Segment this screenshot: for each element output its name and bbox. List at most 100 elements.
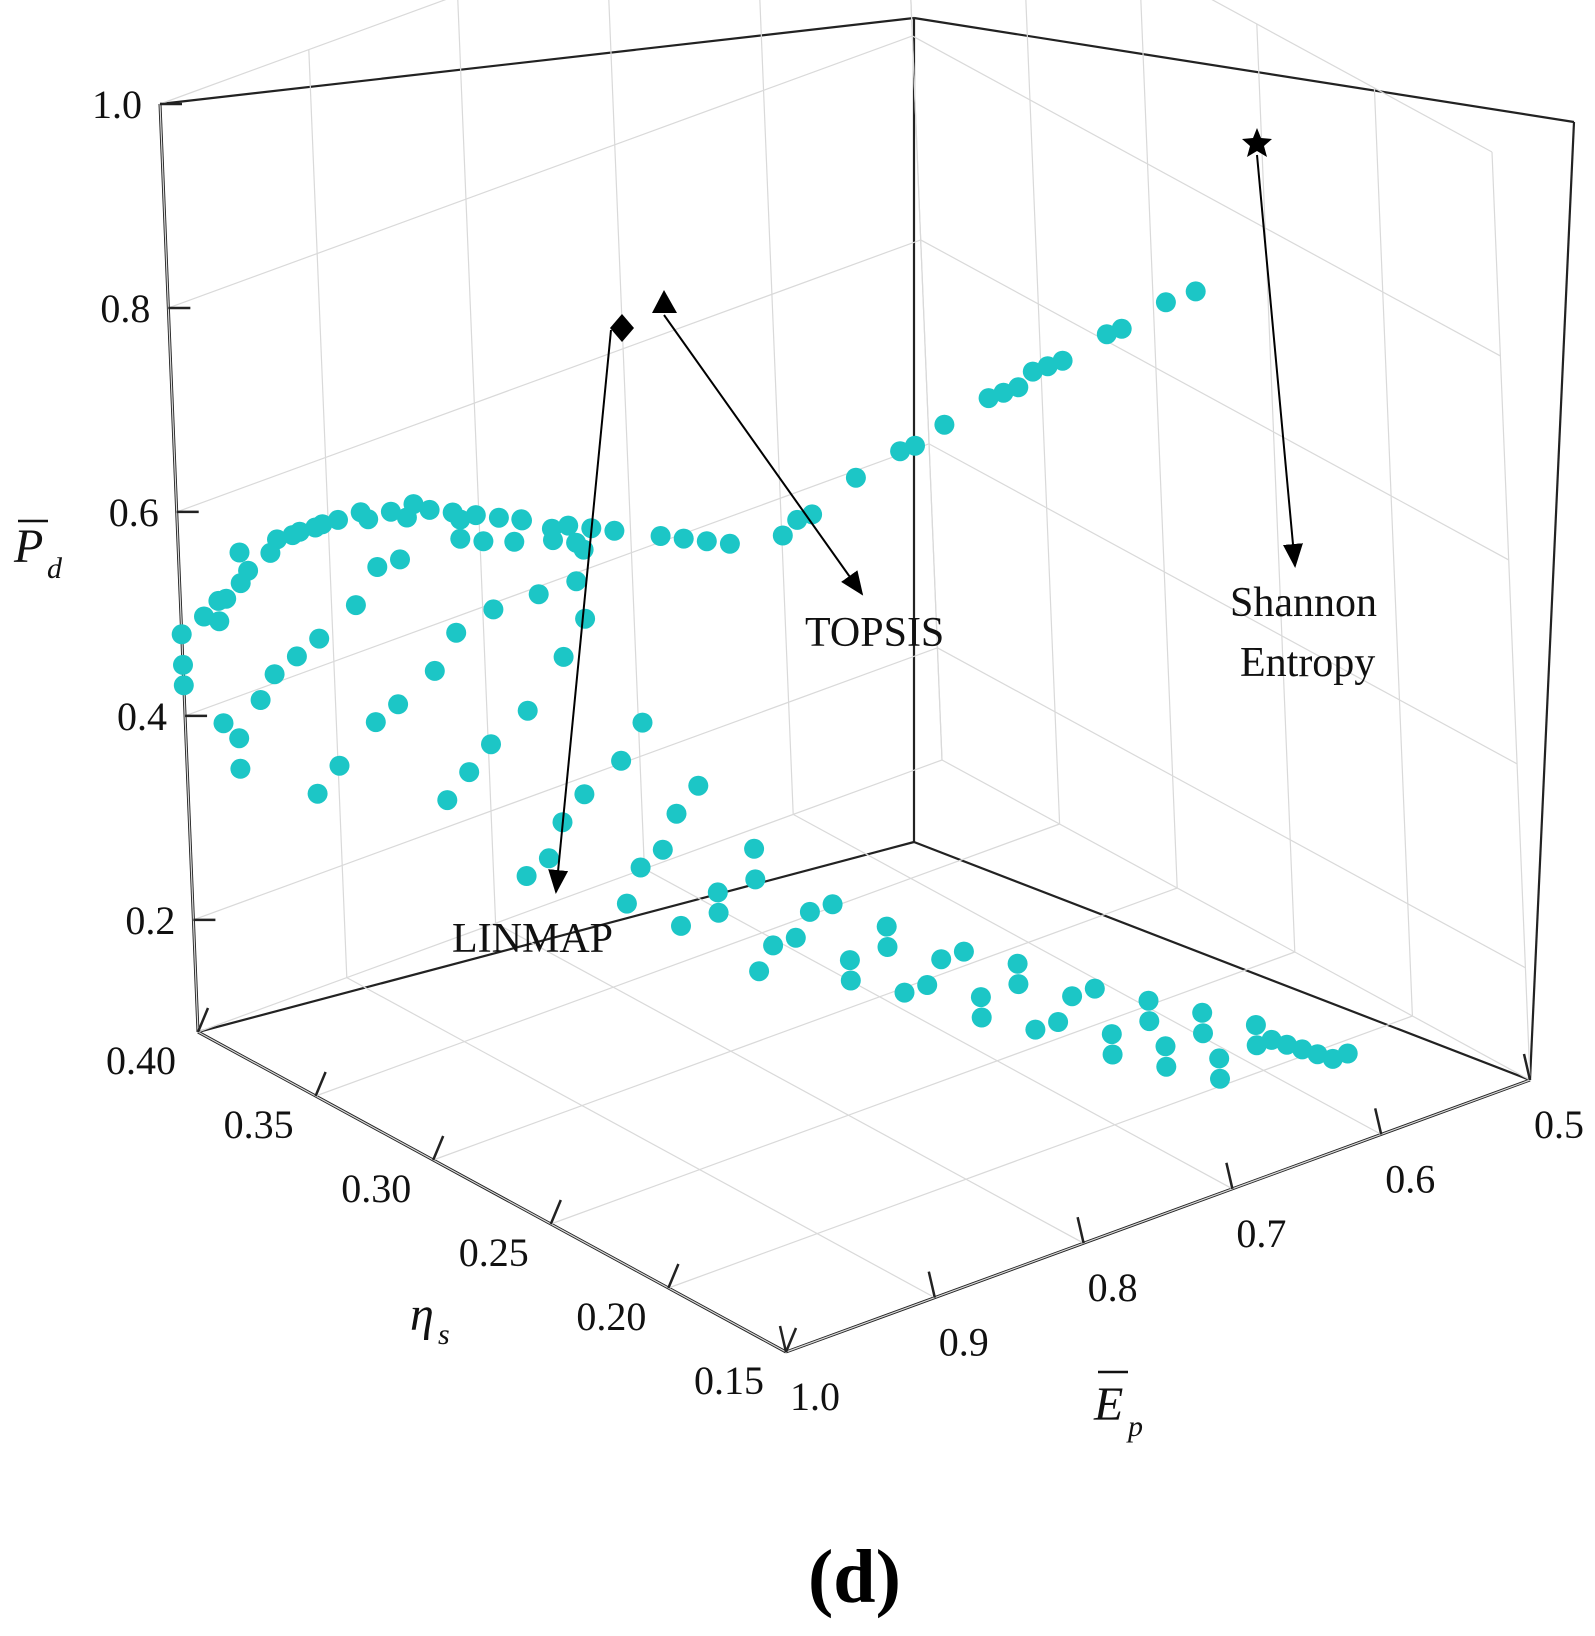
grid-line: [159, 0, 447, 105]
axis-names: P d η s E p: [13, 519, 1143, 1443]
grid-line: [1256, 23, 1296, 953]
data-point: [772, 525, 793, 546]
data-point: [173, 675, 194, 696]
data-point: [708, 902, 729, 923]
eta-tick-label: 0.35: [224, 1102, 294, 1147]
data-point: [1292, 1039, 1313, 1060]
grid-line: [668, 1015, 1413, 1289]
eta-tick: [667, 1263, 680, 1289]
linmap-marker-diamond: [610, 314, 634, 342]
annotation-texts: LINMAP TOPSIS Shannon Entropy: [452, 580, 1377, 962]
topsis-label: TOPSIS: [805, 610, 944, 656]
data-point: [1007, 953, 1028, 974]
z-axis-title: P d: [13, 519, 63, 585]
ep-axis-title: E p: [1093, 1370, 1143, 1443]
data-point: [511, 509, 532, 530]
data-point: [558, 515, 579, 536]
grid-line: [457, 0, 497, 924]
data-point: [483, 599, 504, 620]
ep-axis-title-subscript: p: [1126, 1410, 1143, 1443]
data-point: [229, 542, 250, 563]
data-point: [1008, 974, 1029, 995]
data-point: [380, 501, 401, 522]
panel-label: (d): [808, 1535, 901, 1619]
data-point: [1155, 292, 1176, 313]
grid-line: [1211, 0, 1493, 153]
data-point: [822, 894, 843, 915]
data-point: [575, 608, 596, 629]
eta-tick: [784, 1327, 798, 1353]
data-point: [208, 590, 229, 611]
data-point: [978, 388, 999, 409]
data-point: [358, 509, 379, 530]
box-edge: [197, 840, 915, 1034]
grid-line: [910, 0, 943, 761]
eta-axis-title-symbol: η: [410, 1288, 434, 1341]
data-point: [845, 467, 866, 488]
annotation-arrows: [548, 154, 1303, 894]
data-point: [481, 734, 501, 755]
data-point: [970, 987, 991, 1008]
data-point: [1084, 978, 1105, 999]
data-point: [367, 557, 388, 577]
data-point: [876, 916, 897, 937]
ep-tick-label: 0.7: [1236, 1211, 1286, 1256]
data-point: [171, 624, 192, 645]
eta-tick-label: 0.30: [341, 1166, 411, 1211]
data-point: [1337, 1043, 1358, 1064]
data-point: [1261, 1029, 1282, 1050]
box-edge: [913, 840, 1531, 1082]
topsis-marker-triangle: [652, 290, 677, 313]
data-point: [917, 975, 938, 995]
z-tick-label: 0.4: [117, 694, 167, 739]
ep-tick: [1225, 1162, 1234, 1190]
data-point: [749, 961, 770, 982]
data-point: [264, 664, 285, 685]
data-point: [504, 531, 525, 552]
ep-tick-label: 0.5: [1534, 1102, 1584, 1147]
data-point: [953, 941, 974, 962]
data-point: [630, 857, 651, 878]
grid-line: [785, 1079, 1531, 1353]
data-point: [1025, 1019, 1046, 1040]
data-point: [209, 611, 230, 632]
data-point: [1048, 1012, 1069, 1032]
data-point: [799, 901, 820, 922]
data-point: [604, 520, 625, 541]
ep-tick: [778, 1325, 788, 1353]
data-point: [785, 927, 806, 948]
data-points: [171, 281, 1358, 1089]
z-tick-label: 1.0: [92, 82, 142, 127]
eta-tick: [314, 1071, 327, 1097]
data-point: [1209, 1048, 1230, 1069]
ep-tick-label: 1.0: [790, 1374, 840, 1419]
data-point: [446, 622, 467, 643]
data-point: [787, 509, 808, 530]
decision-markers: [610, 128, 1272, 342]
data-point: [194, 606, 214, 627]
z-tick-label: 0.6: [109, 490, 159, 535]
ep-tick-label: 0.8: [1088, 1265, 1138, 1310]
shannon-arrow: [1256, 154, 1303, 568]
eta-tick-label: 0.20: [576, 1294, 646, 1339]
data-point: [763, 935, 784, 956]
data-point: [312, 514, 333, 535]
data-point: [671, 915, 691, 936]
box-edge: [1528, 121, 1576, 1081]
eta-axis-title-subscript: s: [438, 1318, 450, 1351]
data-point: [541, 518, 562, 539]
data-point: [574, 784, 595, 805]
data-point: [365, 712, 386, 733]
eta-axis-title: η s: [410, 1288, 450, 1351]
grid-line: [644, 868, 1233, 1190]
ep-tick: [1373, 1108, 1383, 1135]
data-point: [1101, 1024, 1122, 1045]
data-point: [632, 712, 653, 733]
z-axis-title-symbol: P: [13, 520, 43, 573]
data-point: [230, 758, 251, 779]
data-point: [1139, 1011, 1160, 1032]
data-point: [839, 950, 860, 971]
data-point: [538, 848, 559, 869]
grid-lines: [159, 0, 1531, 1353]
